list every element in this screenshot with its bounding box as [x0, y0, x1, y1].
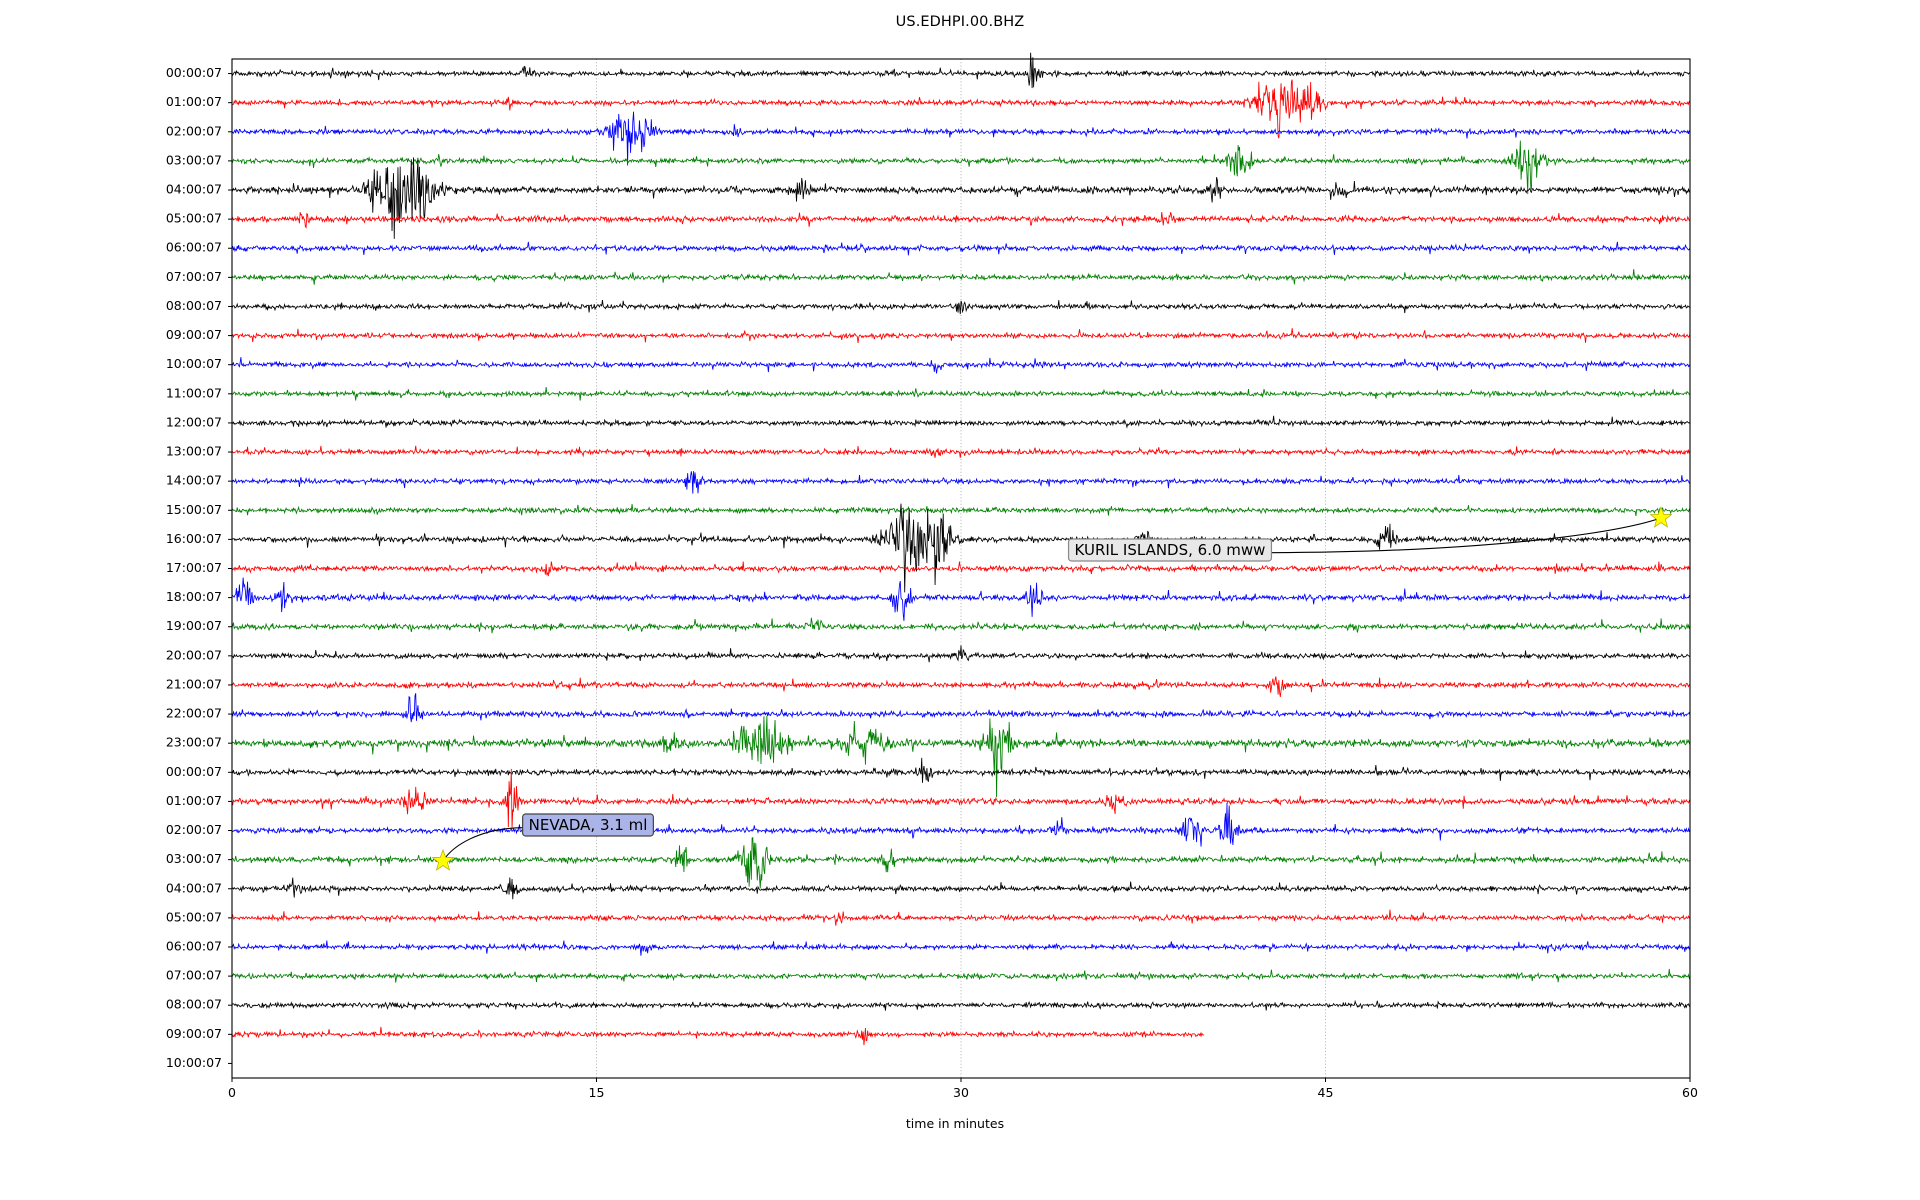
trace-row	[231, 999, 1691, 1011]
trace-row	[231, 445, 1691, 458]
event-star-icon[interactable]	[431, 848, 455, 871]
annotation-leader-line	[442, 827, 523, 862]
y-tick-label: 05:00:07	[166, 909, 222, 924]
trace-row	[231, 757, 1691, 783]
trace-row	[231, 504, 1691, 517]
trace-row	[231, 140, 1691, 195]
trace-row	[231, 940, 1691, 956]
y-tick-label: 14:00:07	[166, 473, 222, 488]
trace-row	[231, 836, 1691, 889]
y-tick-label: 07:00:07	[166, 269, 222, 284]
x-tick-label: 0	[228, 1085, 236, 1100]
trace-row	[231, 503, 1691, 593]
trace-row	[231, 300, 1691, 315]
y-tick-label: 16:00:07	[166, 531, 222, 546]
trace-row	[231, 968, 1691, 983]
y-tick-label: 02:00:07	[166, 123, 222, 138]
y-tick-label: 13:00:07	[166, 444, 222, 459]
annotation-box[interactable]	[522, 813, 654, 837]
y-tick-label: 15:00:07	[166, 502, 222, 517]
trace-row	[231, 676, 1691, 698]
trace-row	[231, 1026, 1205, 1046]
trace-row	[231, 802, 1691, 847]
y-axis-ticks: 00:00:07 01:00:07 02:00:07 03:00:07 04:00:07…	[166, 65, 232, 1070]
y-tick-label: 08:00:07	[166, 298, 222, 313]
trace-row	[231, 715, 1691, 798]
trace-row	[231, 768, 1691, 829]
y-tick-label: 09:00:07	[166, 1026, 222, 1041]
trace-row	[231, 157, 1691, 239]
annotation-box[interactable]	[1067, 538, 1273, 562]
trace-row	[231, 328, 1691, 344]
x-tick-label: 45	[1318, 1085, 1334, 1100]
y-tick-label: 01:00:07	[166, 793, 222, 808]
trace-row	[231, 52, 1691, 89]
plot-title: US.EDHPI.00.BHZ	[895, 14, 1025, 30]
y-tick-label: 12:00:07	[166, 414, 222, 429]
x-tick-label: 60	[1682, 1085, 1698, 1100]
y-tick-label: 10:00:07	[166, 1055, 222, 1070]
x-tick-label: 30	[953, 1085, 969, 1100]
trace-row	[231, 357, 1691, 374]
event-annotations: KURIL ISLANDS, 6.0 mww NEVADA, 3.1 ml	[431, 505, 1673, 871]
trace-row	[231, 645, 1691, 663]
trace-row	[231, 269, 1691, 285]
y-tick-label: 07:00:07	[166, 968, 222, 983]
y-tick-label: 02:00:07	[166, 822, 222, 837]
trace-row	[231, 577, 1691, 621]
event-star-icon[interactable]	[1649, 505, 1673, 528]
y-tick-label: 08:00:07	[166, 997, 222, 1012]
y-tick-label: 00:00:07	[166, 65, 222, 80]
trace-row	[231, 561, 1691, 577]
trace-row	[231, 241, 1691, 256]
y-tick-label: 19:00:07	[166, 618, 222, 633]
y-tick-label: 01:00:07	[166, 94, 222, 109]
trace-row	[231, 211, 1690, 229]
y-tick-label: 21:00:07	[166, 676, 222, 691]
y-tick-label: 06:00:07	[166, 240, 222, 255]
y-tick-label: 20:00:07	[166, 647, 222, 662]
y-tick-label: 18:00:07	[166, 589, 222, 604]
y-tick-label: 10:00:07	[166, 356, 222, 371]
y-tick-label: 03:00:07	[166, 851, 222, 866]
y-tick-label: 06:00:07	[166, 938, 222, 953]
x-tick-label: 15	[589, 1085, 605, 1100]
y-tick-label: 03:00:07	[166, 152, 222, 167]
x-axis-ticks: 0 15 30 45 60	[228, 1078, 1698, 1100]
trace-row	[231, 386, 1691, 401]
trace-row	[231, 909, 1691, 926]
trace-row	[231, 415, 1691, 429]
y-tick-label: 23:00:07	[166, 735, 222, 750]
y-tick-label: 11:00:07	[166, 385, 222, 400]
y-tick-label: 09:00:07	[166, 327, 222, 342]
x-axis-label: time in minutes	[906, 1116, 1004, 1131]
seismic-traces	[231, 52, 1691, 1046]
trace-row	[231, 79, 1691, 139]
trace-row	[231, 471, 1691, 494]
trace-row	[231, 877, 1691, 900]
annotation-kuril[interactable]: KURIL ISLANDS, 6.0 mww	[1067, 505, 1673, 562]
y-tick-label: 04:00:07	[166, 182, 222, 197]
y-tick-label: 00:00:07	[166, 764, 222, 779]
trace-row	[231, 617, 1691, 634]
y-tick-label: 04:00:07	[166, 880, 222, 895]
y-tick-label: 17:00:07	[166, 560, 222, 575]
annotation-leader-line	[1271, 517, 1662, 554]
annotation-nevada[interactable]: NEVADA, 3.1 ml	[431, 813, 654, 871]
trace-row	[231, 693, 1691, 723]
trace-row	[231, 111, 1691, 166]
y-tick-label: 05:00:07	[166, 211, 222, 226]
annotation-label: NEVADA, 3.1 ml	[529, 816, 648, 834]
annotation-label: KURIL ISLANDS, 6.0 mww	[1075, 541, 1266, 559]
y-tick-label: 22:00:07	[166, 706, 222, 721]
